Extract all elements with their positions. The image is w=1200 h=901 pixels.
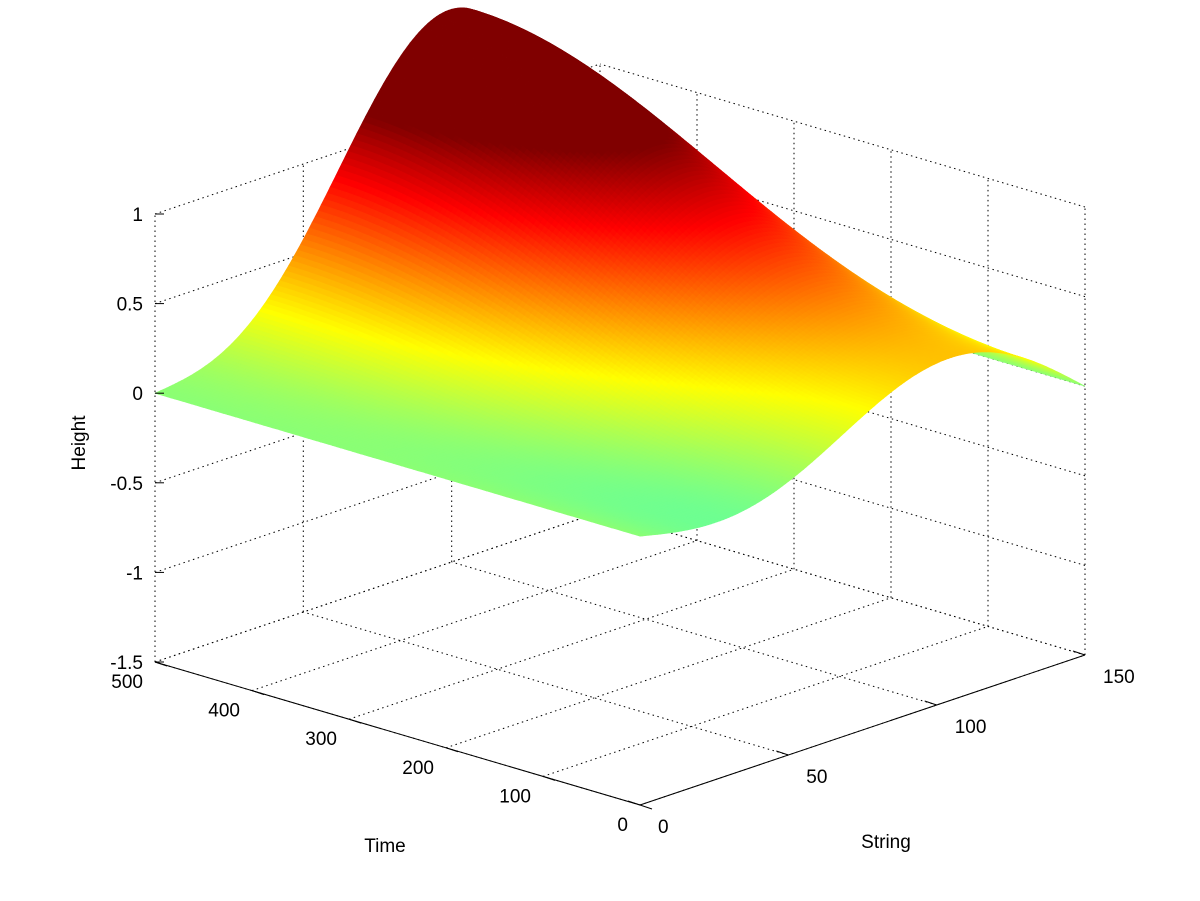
floor-grid-line (445, 597, 892, 749)
surface-mesh (154, 7, 1086, 537)
side-wall-grid-line (599, 63, 1086, 208)
side-wall-grid-line (599, 511, 1086, 656)
floor-grid-line (348, 568, 795, 720)
floor-grid-line (542, 625, 989, 777)
floor-grid-line (251, 540, 698, 692)
floor-grid-line (303, 611, 789, 756)
floor-grid-line (451, 561, 937, 706)
back-wall-grid-line (154, 511, 601, 663)
